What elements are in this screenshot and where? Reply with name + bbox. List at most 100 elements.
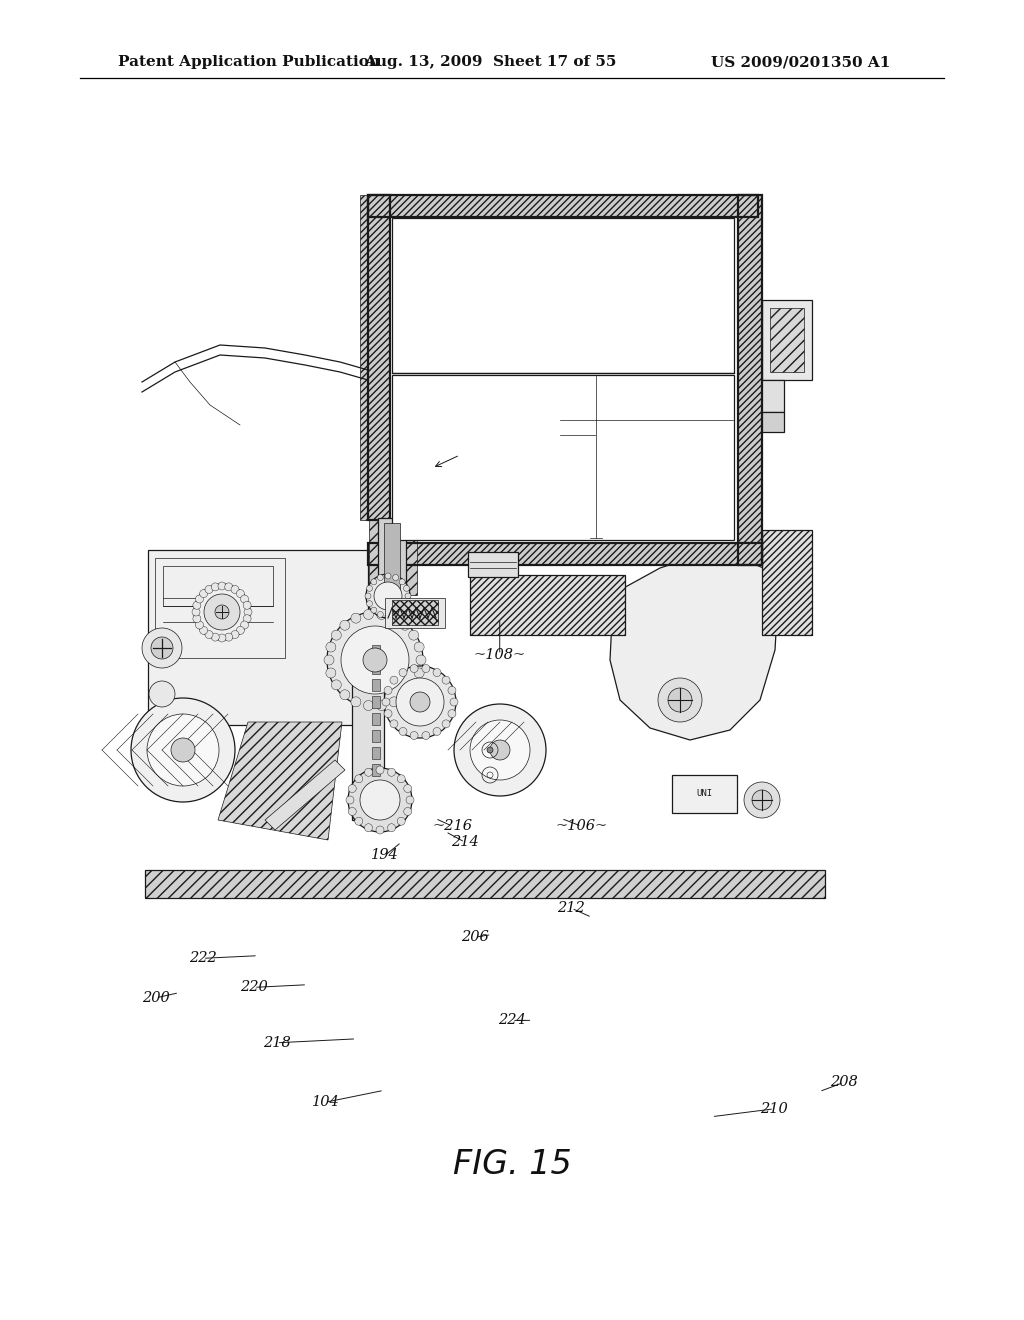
Circle shape [364, 701, 374, 710]
Bar [672, 775, 737, 813]
Circle shape [348, 808, 356, 816]
Bar [372, 781, 380, 793]
Text: 200: 200 [141, 991, 170, 1005]
Circle shape [397, 817, 406, 825]
Circle shape [231, 586, 239, 594]
Circle shape [384, 710, 392, 718]
Circle shape [410, 731, 418, 739]
Circle shape [403, 585, 410, 591]
Circle shape [414, 668, 424, 678]
Circle shape [392, 611, 398, 618]
Bar [392, 218, 734, 374]
Circle shape [433, 727, 441, 735]
Circle shape [385, 573, 391, 579]
Bar [762, 300, 812, 380]
Bar [468, 552, 518, 577]
Circle shape [410, 664, 418, 672]
Circle shape [487, 747, 493, 752]
Circle shape [410, 692, 430, 711]
Circle shape [399, 579, 406, 585]
Circle shape [387, 768, 395, 776]
Circle shape [340, 690, 350, 700]
Bar [368, 195, 390, 520]
Circle shape [422, 664, 430, 672]
Circle shape [147, 714, 219, 785]
Circle shape [392, 574, 398, 581]
Circle shape [447, 710, 456, 718]
Circle shape [243, 615, 251, 623]
Text: ~216: ~216 [432, 820, 473, 833]
Bar [372, 696, 380, 708]
Circle shape [442, 719, 450, 727]
Circle shape [360, 780, 400, 820]
Circle shape [364, 610, 374, 619]
Circle shape [243, 602, 251, 610]
Bar [352, 640, 384, 820]
Bar [392, 601, 438, 624]
Circle shape [241, 620, 249, 630]
Circle shape [218, 634, 226, 642]
Text: ~108~: ~108~ [473, 648, 526, 661]
Bar [372, 663, 380, 675]
Bar [368, 543, 762, 565]
Circle shape [399, 668, 407, 677]
Circle shape [327, 612, 423, 708]
Bar [360, 195, 390, 520]
Circle shape [365, 824, 373, 832]
Circle shape [351, 614, 360, 623]
Circle shape [354, 817, 362, 825]
Bar [372, 747, 380, 759]
Circle shape [193, 609, 200, 616]
Circle shape [416, 655, 426, 665]
Circle shape [332, 680, 341, 690]
Circle shape [346, 796, 354, 804]
Circle shape [200, 627, 208, 635]
Circle shape [341, 626, 409, 694]
Text: 222: 222 [188, 952, 217, 965]
Circle shape [237, 590, 245, 598]
Bar [762, 412, 784, 432]
Circle shape [351, 697, 360, 706]
Circle shape [414, 642, 424, 652]
Circle shape [382, 698, 390, 706]
Bar [368, 195, 390, 520]
Text: FIG. 15: FIG. 15 [453, 1148, 571, 1181]
Text: UNI: UNI [696, 789, 712, 799]
Text: 214: 214 [451, 836, 479, 849]
Bar [406, 520, 417, 595]
Text: Patent Application Publication: Patent Application Publication [118, 55, 380, 69]
Circle shape [409, 630, 419, 640]
Polygon shape [265, 760, 345, 830]
Circle shape [200, 590, 208, 598]
Text: 206: 206 [461, 931, 489, 944]
Circle shape [196, 620, 204, 630]
Circle shape [348, 784, 356, 792]
Circle shape [376, 826, 384, 834]
Bar [378, 517, 406, 598]
Text: US 2009/0201350 A1: US 2009/0201350 A1 [711, 55, 890, 69]
Bar [470, 576, 625, 635]
Text: 194: 194 [371, 849, 399, 862]
Text: 104: 104 [311, 1096, 340, 1109]
Text: 218: 218 [262, 1036, 291, 1049]
Text: 210: 210 [760, 1102, 788, 1115]
Circle shape [326, 668, 336, 678]
Bar [163, 566, 273, 606]
Bar [372, 645, 380, 657]
Circle shape [194, 583, 250, 640]
Circle shape [384, 686, 392, 694]
Circle shape [211, 634, 219, 642]
Circle shape [196, 595, 204, 603]
Circle shape [326, 642, 336, 652]
Circle shape [348, 768, 412, 832]
Circle shape [377, 610, 386, 619]
Circle shape [389, 614, 399, 623]
Circle shape [354, 775, 362, 783]
Circle shape [470, 719, 530, 780]
Circle shape [409, 680, 419, 690]
Text: ~106~: ~106~ [555, 820, 608, 833]
Bar [392, 375, 734, 540]
Circle shape [142, 628, 182, 668]
Text: 212: 212 [557, 902, 586, 915]
Bar [770, 308, 804, 372]
